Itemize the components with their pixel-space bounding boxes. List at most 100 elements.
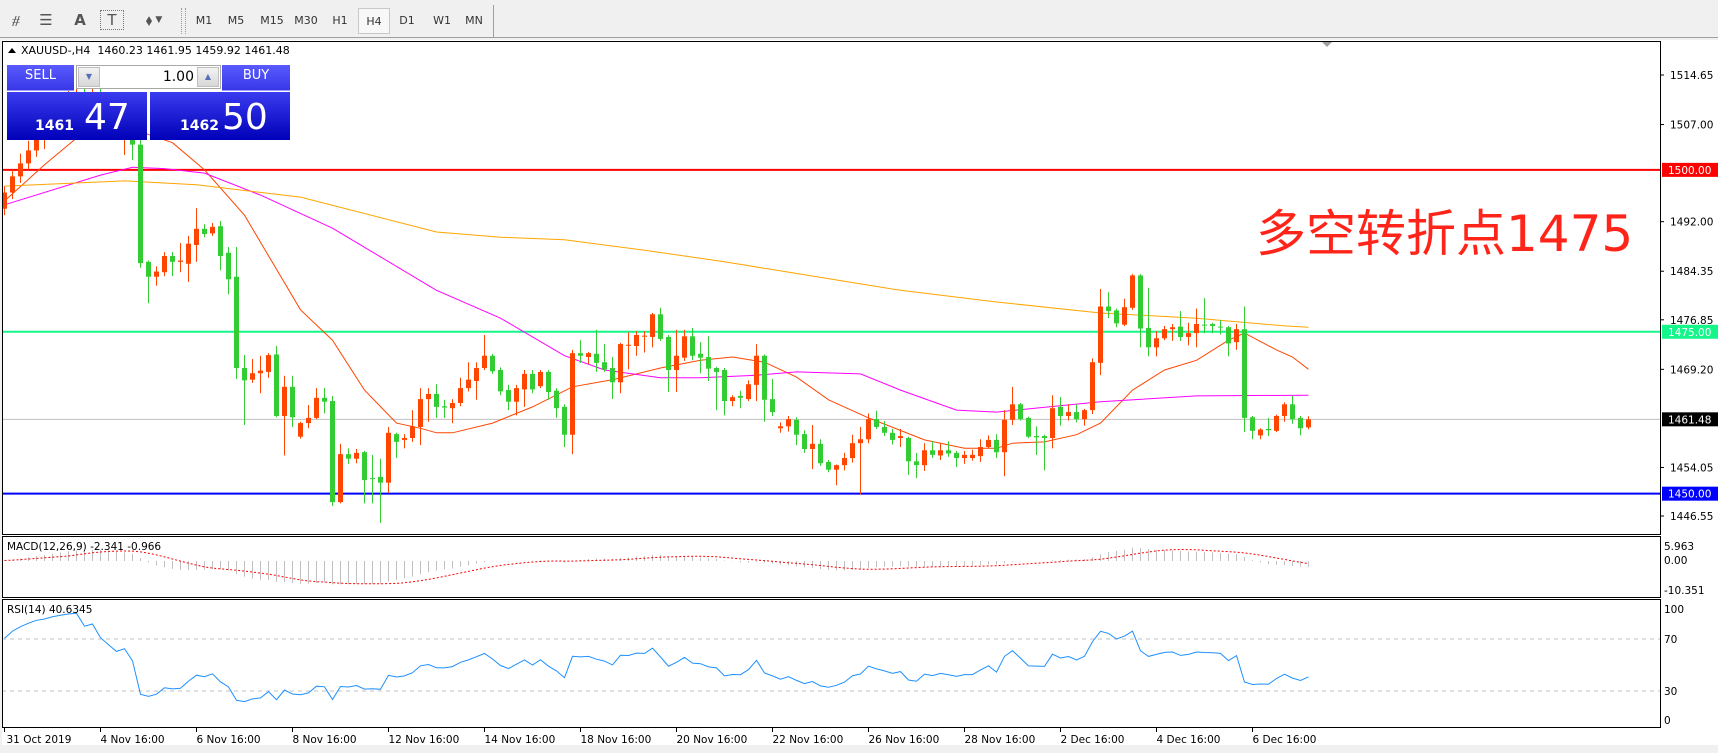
- candle-body: [818, 443, 823, 464]
- price-level-tag-label: 1500.00: [1668, 165, 1711, 177]
- candle: [1114, 308, 1119, 328]
- chart-annotation-text[interactable]: 多空转折点1475: [1256, 205, 1634, 263]
- candle-body: [786, 419, 791, 427]
- candle: [1306, 416, 1311, 430]
- candle-body: [618, 344, 623, 383]
- timeframe-m15[interactable]: M15: [260, 14, 284, 27]
- candle: [826, 459, 831, 473]
- candle: [978, 439, 983, 462]
- candle-body: [298, 423, 303, 437]
- candle-body: [26, 150, 31, 164]
- candle: [1210, 322, 1215, 334]
- candle: [1018, 403, 1023, 421]
- candle-body: [546, 371, 551, 393]
- candle-body: [802, 434, 807, 449]
- lot-size-input[interactable]: ▼ 1.00 ▲: [76, 65, 221, 89]
- candle-body: [266, 355, 271, 372]
- sell-price-button[interactable]: 1461 47: [7, 92, 147, 140]
- candle: [1026, 416, 1031, 438]
- candle-body: [698, 353, 703, 358]
- candle-body: [34, 137, 39, 151]
- macd-signal-line: [4, 548, 1309, 585]
- candle: [562, 404, 567, 448]
- candle: [954, 450, 959, 468]
- price-axis-label: 1484.35: [1670, 266, 1713, 278]
- candle: [1218, 320, 1223, 335]
- candle-body: [1026, 417, 1031, 437]
- candle-body: [1210, 324, 1215, 326]
- lot-increase-button[interactable]: ▲: [197, 67, 219, 87]
- timeframe-d1[interactable]: D1: [399, 14, 415, 27]
- candle: [458, 377, 463, 407]
- candle: [1122, 298, 1127, 326]
- candle-body: [850, 443, 855, 459]
- candle-body: [346, 454, 351, 459]
- timeframe-mn[interactable]: MN: [465, 14, 483, 27]
- candle: [1034, 426, 1039, 455]
- candle: [594, 329, 599, 372]
- timeframe-w1[interactable]: W1: [433, 14, 451, 27]
- lot-decrease-button[interactable]: ▼: [78, 67, 100, 87]
- timeframe-m1[interactable]: M1: [195, 14, 213, 27]
- sell-button[interactable]: SELL: [7, 65, 74, 91]
- buy-price-pips: 50: [222, 97, 268, 138]
- candle-body: [1234, 329, 1239, 343]
- candle: [970, 449, 975, 461]
- price-level-tag: [1662, 324, 1718, 339]
- lot-size-value[interactable]: 1.00: [162, 69, 194, 85]
- candle-body: [994, 439, 999, 453]
- candle-body: [506, 390, 511, 402]
- text-label-icon[interactable]: A: [74, 11, 86, 29]
- chevron-down-icon: ▼: [155, 15, 163, 25]
- candle: [266, 353, 271, 378]
- candle-body: [1186, 333, 1191, 337]
- candle-body: [658, 314, 663, 339]
- candle-body: [178, 260, 183, 262]
- candle-body: [170, 256, 175, 262]
- sell-price-prefix: 1461: [35, 118, 74, 134]
- buy-price-button[interactable]: 1462 50: [150, 92, 290, 140]
- fibonacci-fan-icon[interactable]: ☰: [39, 11, 53, 29]
- candle-body: [1090, 362, 1095, 411]
- candle-body: [1194, 324, 1199, 334]
- arrows-dropdown-icon[interactable]: ⬧ ▼: [134, 9, 174, 31]
- candle-body: [938, 450, 943, 456]
- candle-body: [922, 450, 927, 466]
- candle-body: [586, 353, 591, 358]
- buy-button[interactable]: BUY: [222, 65, 290, 91]
- timeframe-h4[interactable]: H4: [358, 8, 390, 34]
- time-axis-label: 12 Nov 16:00: [389, 734, 460, 746]
- candle: [586, 351, 591, 365]
- candle-body: [866, 419, 871, 440]
- candle: [858, 426, 863, 495]
- timeframe-h1[interactable]: H1: [332, 14, 348, 27]
- price-axis-label: 1446.55: [1670, 511, 1713, 523]
- candle: [1194, 308, 1199, 348]
- candle-body: [490, 355, 495, 372]
- collapse-triangle-icon[interactable]: [8, 48, 16, 53]
- candle-body: [370, 478, 375, 480]
- candle: [690, 327, 695, 361]
- candle: [1042, 434, 1047, 471]
- text-box-icon[interactable]: T: [100, 10, 124, 30]
- chart-window[interactable]: 1514.65 1507.00 1492.00 1484.35 1476.85 1469.…: [0, 38, 1718, 753]
- timeframe-m30[interactable]: M30: [294, 14, 318, 27]
- candle: [26, 140, 31, 170]
- candle: [994, 434, 999, 459]
- candle-body: [210, 226, 215, 234]
- candle: [682, 329, 687, 361]
- candle-body: [578, 353, 583, 356]
- candle-body: [650, 314, 655, 337]
- candle-body: [1074, 412, 1079, 420]
- candle-body: [330, 401, 335, 503]
- candle-body: [730, 397, 735, 402]
- chevron-down-icon: ▼: [85, 72, 93, 81]
- candle-body: [1274, 415, 1279, 431]
- rsi-frame: [2, 599, 1661, 728]
- candle-body: [914, 461, 919, 466]
- elliott-wave-tool-icon[interactable]: ⧣: [11, 11, 21, 29]
- moving-average-line-ma_mid: [4, 166, 1309, 413]
- timeframe-m5[interactable]: M5: [227, 14, 245, 27]
- candle: [10, 169, 15, 200]
- candle: [274, 346, 279, 418]
